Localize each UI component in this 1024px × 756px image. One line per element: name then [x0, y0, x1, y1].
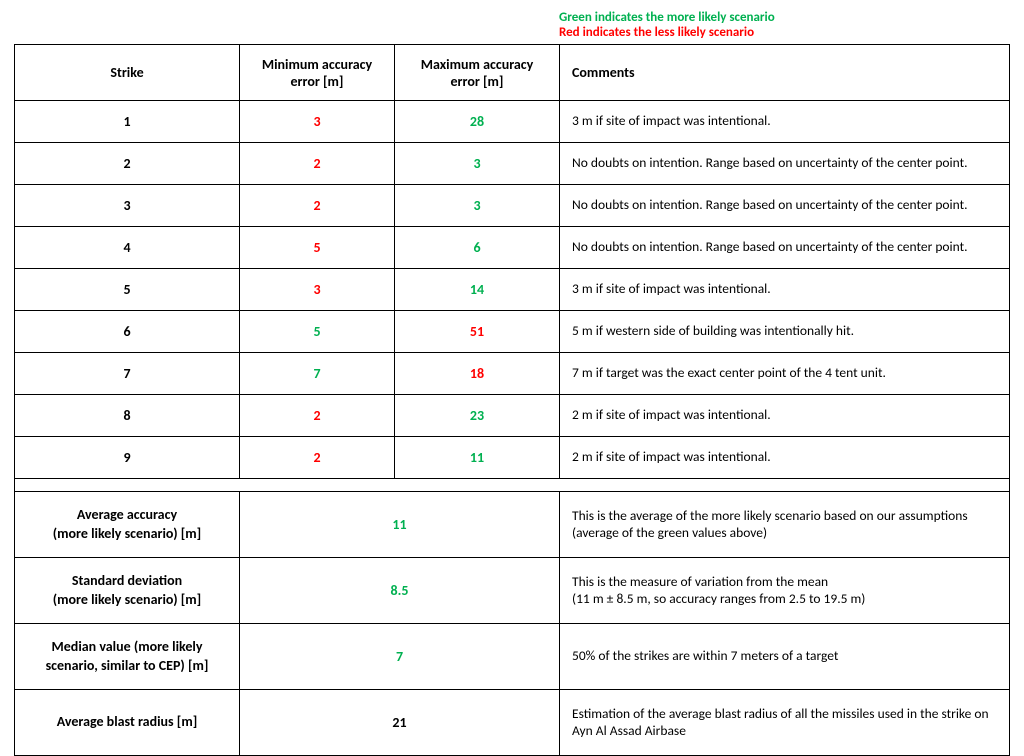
cell-min: 5: [240, 311, 395, 353]
cell-comment: 3 m if site of impact was intentional.: [560, 269, 1010, 311]
legend-red: Red indicates the less likely scenario: [559, 25, 1010, 40]
cell-min: 7: [240, 353, 395, 395]
cell-max: 3: [395, 143, 560, 185]
cell-comment: 3 m if site of impact was intentional.: [560, 101, 1010, 143]
cell-max: 23: [395, 395, 560, 437]
cell-strike: 5: [15, 269, 240, 311]
table-row: 53143 m if site of impact was intentiona…: [15, 269, 1010, 311]
summary-value: 11: [240, 492, 560, 558]
header-min: Minimum accuracy error [m]: [240, 45, 395, 101]
cell-strike: 4: [15, 227, 240, 269]
summary-comment: Estimation of the average blast radius o…: [560, 690, 1010, 756]
cell-strike: 9: [15, 437, 240, 479]
table-row: 82232 m if site of impact was intentiona…: [15, 395, 1010, 437]
summary-value: 21: [240, 690, 560, 756]
cell-max: 28: [395, 101, 560, 143]
cell-comment: No doubts on intention. Range based on u…: [560, 143, 1010, 185]
summary-row: Average accuracy(more likely scenario) […: [15, 492, 1010, 558]
table-row: 77187 m if target was the exact center p…: [15, 353, 1010, 395]
cell-max: 11: [395, 437, 560, 479]
summary-label: Median value (more likely scenario, simi…: [15, 624, 240, 690]
cell-min: 2: [240, 143, 395, 185]
cell-strike: 8: [15, 395, 240, 437]
summary-label: Standard deviation(more likely scenario)…: [15, 558, 240, 624]
table-row: 323No doubts on intention. Range based o…: [15, 185, 1010, 227]
table-row: 223No doubts on intention. Range based o…: [15, 143, 1010, 185]
cell-strike: 3: [15, 185, 240, 227]
summary-label: Average blast radius [m]: [15, 690, 240, 756]
summary-row: Average blast radius [m]21Estimation of …: [15, 690, 1010, 756]
header-max: Maximum accuracy error [m]: [395, 45, 560, 101]
legend-green: Green indicates the more likely scenario: [559, 10, 1010, 25]
legend: Green indicates the more likely scenario…: [559, 10, 1010, 40]
cell-max: 14: [395, 269, 560, 311]
summary-comment: This is the average of the more likely s…: [560, 492, 1010, 558]
header-row: Strike Minimum accuracy error [m] Maximu…: [15, 45, 1010, 101]
cell-comment: 2 m if site of impact was intentional.: [560, 437, 1010, 479]
summary-comment: This is the measure of variation from th…: [560, 558, 1010, 624]
cell-strike: 2: [15, 143, 240, 185]
summary-value: 7: [240, 624, 560, 690]
cell-min: 2: [240, 395, 395, 437]
header-comments: Comments: [560, 45, 1010, 101]
cell-max: 6: [395, 227, 560, 269]
cell-min: 3: [240, 101, 395, 143]
cell-max: 3: [395, 185, 560, 227]
cell-max: 51: [395, 311, 560, 353]
cell-comment: 7 m if target was the exact center point…: [560, 353, 1010, 395]
cell-min: 3: [240, 269, 395, 311]
strike-table: Strike Minimum accuracy error [m] Maximu…: [14, 44, 1010, 756]
cell-strike: 7: [15, 353, 240, 395]
cell-strike: 6: [15, 311, 240, 353]
cell-min: 2: [240, 437, 395, 479]
cell-min: 5: [240, 227, 395, 269]
summary-row: Standard deviation(more likely scenario)…: [15, 558, 1010, 624]
summary-label: Average accuracy(more likely scenario) […: [15, 492, 240, 558]
table-row: 13283 m if site of impact was intentiona…: [15, 101, 1010, 143]
table-row: 456No doubts on intention. Range based o…: [15, 227, 1010, 269]
header-strike: Strike: [15, 45, 240, 101]
cell-comment: 2 m if site of impact was intentional.: [560, 395, 1010, 437]
cell-strike: 1: [15, 101, 240, 143]
cell-comment: 5 m if western side of building was inte…: [560, 311, 1010, 353]
summary-comment: 50% of the strikes are within 7 meters o…: [560, 624, 1010, 690]
cell-comment: No doubts on intention. Range based on u…: [560, 185, 1010, 227]
cell-min: 2: [240, 185, 395, 227]
summary-row: Median value (more likely scenario, simi…: [15, 624, 1010, 690]
summary-value: 8.5: [240, 558, 560, 624]
table-row: 92112 m if site of impact was intentiona…: [15, 437, 1010, 479]
cell-comment: No doubts on intention. Range based on u…: [560, 227, 1010, 269]
table-row: 65515 m if western side of building was …: [15, 311, 1010, 353]
cell-max: 18: [395, 353, 560, 395]
separator-row: [15, 479, 1010, 492]
